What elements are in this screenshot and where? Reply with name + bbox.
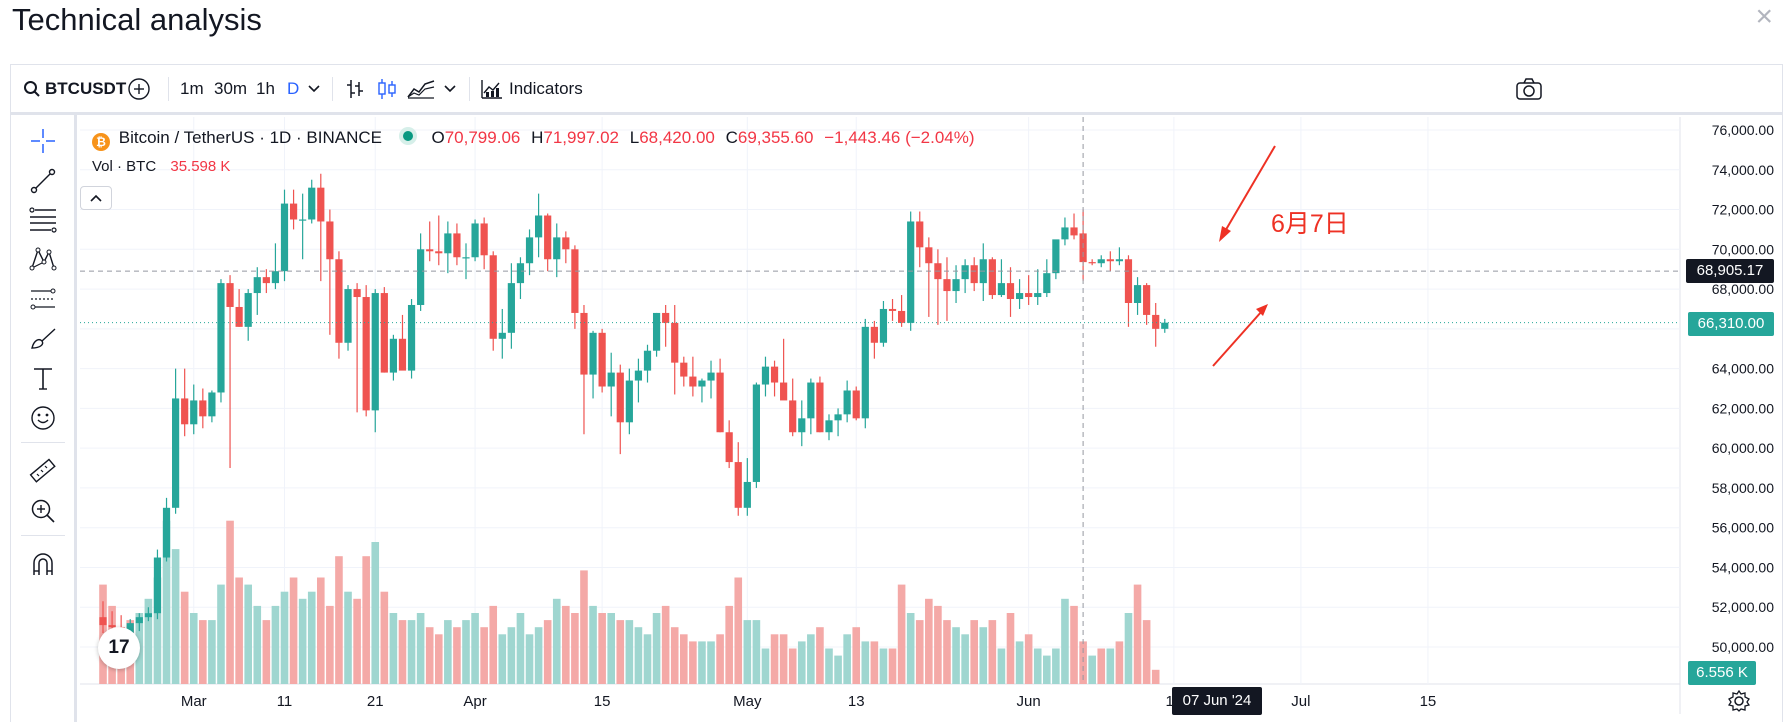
symbol-search-button[interactable]: BTCUSDT	[23, 65, 126, 112]
indicators-icon	[481, 79, 502, 99]
open-label: O	[431, 128, 445, 147]
bitcoin-logo-icon: ₿	[92, 133, 110, 151]
zoom-in-tool[interactable]	[25, 493, 61, 529]
page-title: Technical analysis	[12, 2, 262, 37]
tradingview-logo-text: 17	[108, 637, 130, 658]
trend-line-tool[interactable]	[25, 163, 61, 199]
emoji-icon	[31, 406, 55, 430]
interval-dropdown[interactable]	[308, 65, 320, 112]
high-value: 71,997.02	[543, 128, 620, 147]
chart-type-dropdown[interactable]	[444, 65, 456, 112]
high-label: H	[531, 128, 544, 147]
interval-30m[interactable]: 30m	[214, 78, 248, 98]
emoji-tool[interactable]	[25, 400, 61, 436]
annotation-text: 6月7日	[1271, 210, 1349, 238]
crosshair-tool[interactable]	[25, 123, 61, 159]
text-icon	[34, 368, 52, 390]
low-value: 68,420.00	[639, 128, 715, 147]
close-value: 69,355.60	[737, 128, 814, 147]
chart-widget: BTCUSDT 1m 30m 1h D Indicators	[10, 64, 1783, 722]
change-value: −1,443.46 (−2.04%)	[824, 128, 975, 147]
trend-line-icon	[30, 168, 56, 194]
low-label: L	[629, 128, 640, 147]
last-price-tag: 66,310.00	[1688, 312, 1774, 336]
crosshair-icon	[31, 129, 55, 153]
plus-circle-icon	[128, 77, 150, 100]
collapse-legend-button[interactable]	[80, 186, 112, 210]
gear-icon	[1727, 689, 1751, 712]
crosshair-price-tag: 68,905.17	[1686, 259, 1774, 283]
open-value: 70,799.06	[444, 128, 521, 147]
chevron-down-icon	[308, 84, 320, 92]
area-chart-button[interactable]	[407, 65, 435, 112]
close-icon[interactable]: ×	[1755, 0, 1773, 33]
candles-icon	[378, 78, 396, 99]
volume-value: 35.598 K	[170, 158, 231, 175]
legend-pair: Bitcoin / TetherUS · 1D · BINANCE	[118, 128, 383, 147]
snapshot-button[interactable]	[1516, 65, 1542, 112]
legend-main: ₿ Bitcoin / TetherUS · 1D · BINANCE O70,…	[92, 128, 975, 151]
pattern-tool[interactable]	[25, 241, 61, 277]
volume-label: Vol · BTC	[92, 158, 157, 175]
text-tool[interactable]	[25, 361, 61, 397]
magnet-icon	[33, 553, 53, 575]
fib-retracement-tool[interactable]	[25, 202, 61, 238]
close-label: C	[725, 128, 738, 147]
interval-1m[interactable]: 1m	[180, 78, 204, 98]
crosshair-date-tag: 07 Jun '24	[1172, 687, 1262, 715]
market-status-icon	[402, 131, 413, 141]
symbol-label: BTCUSDT	[45, 78, 127, 98]
interval-d[interactable]: D	[287, 78, 300, 98]
area-chart-icon	[407, 79, 435, 99]
search-icon	[24, 80, 40, 97]
forecast-tool[interactable]	[25, 281, 61, 317]
legend-volume: Vol · BTC 35.598 K	[92, 158, 230, 175]
compare-symbol-button[interactable]	[128, 65, 150, 112]
brush-icon	[31, 328, 56, 349]
ruler-icon	[29, 458, 56, 483]
chevron-down-icon	[444, 84, 456, 92]
brush-tool[interactable]	[25, 321, 61, 357]
pattern-icon	[29, 247, 57, 271]
camera-icon	[1516, 77, 1542, 100]
bar-chart-icon	[347, 79, 363, 98]
candles-button[interactable]	[376, 65, 398, 112]
forecast-icon	[30, 288, 56, 310]
last-volume-tag: 6.556 K	[1688, 661, 1756, 685]
measure-tool[interactable]	[25, 453, 61, 489]
fib-icon	[29, 207, 57, 233]
bar-chart-button[interactable]	[345, 65, 365, 112]
chevron-up-icon	[90, 194, 102, 202]
magnet-tool[interactable]	[25, 546, 61, 582]
tradingview-logo[interactable]: 17	[98, 627, 140, 669]
indicators-label: Indicators	[509, 78, 583, 98]
zoom-in-icon	[31, 499, 55, 523]
drawing-toolbar	[11, 115, 77, 722]
indicators-button[interactable]: Indicators	[481, 65, 583, 112]
top-toolbar: BTCUSDT 1m 30m 1h D Indicators	[11, 65, 1782, 115]
chart-settings-button[interactable]	[1727, 689, 1751, 717]
interval-1h[interactable]: 1h	[256, 78, 275, 98]
